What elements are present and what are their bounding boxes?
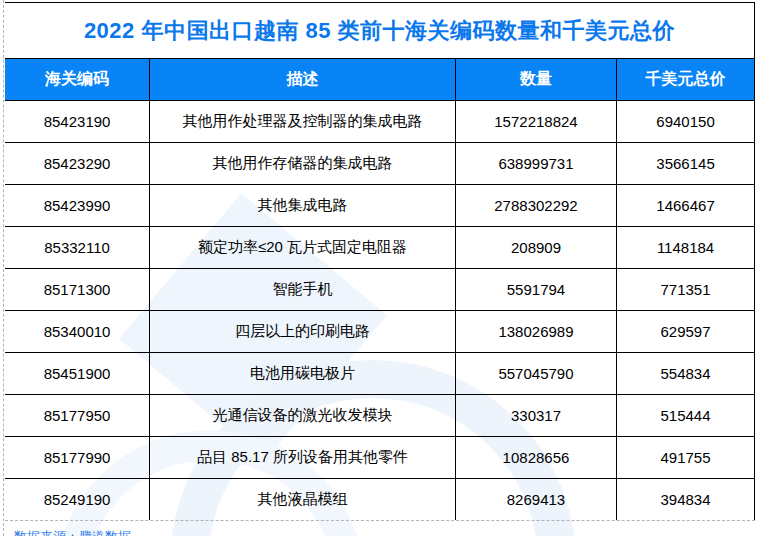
cell-total-price: 6940150: [617, 101, 755, 143]
cell-total-price: 554834: [617, 353, 755, 395]
page-break-dashed-line: [5, 520, 755, 521]
col-header-hs-code: 海关编码: [5, 59, 150, 101]
cell-hs-code: 85171300: [5, 269, 150, 311]
cell-total-price: 629597: [617, 311, 755, 353]
table-row: 85249190其他液晶模组8269413394834: [5, 479, 755, 521]
cell-quantity: 2788302292: [455, 185, 616, 227]
cell-description: 品目 85.17 所列设备用其他零件: [150, 437, 456, 479]
col-header-description: 描述: [150, 59, 456, 101]
cell-description: 其他液晶模组: [150, 479, 456, 521]
table-row: 85423290其他用作存储器的集成电路6389997313566145: [5, 143, 755, 185]
table-row: 85332110额定功率≤20 瓦片式固定电阻器2089091148184: [5, 227, 755, 269]
report-table-container: 2022 年中国出口越南 85 类前十海关编码数量和千美元总价 海关编码 描述 …: [5, 2, 755, 536]
cell-description: 其他集成电路: [150, 185, 456, 227]
cell-quantity: 638999731: [455, 143, 616, 185]
page: 2022 年中国出口越南 85 类前十海关编码数量和千美元总价 海关编码 描述 …: [0, 0, 766, 536]
cell-quantity: 8269413: [455, 479, 616, 521]
cell-total-price: 1148184: [617, 227, 755, 269]
table-row: 85451900电池用碳电极片557045790554834: [5, 353, 755, 395]
cell-hs-code: 85423990: [5, 185, 150, 227]
table-row: 85177950光通信设备的激光收发模块330317515444: [5, 395, 755, 437]
cell-description: 四层以上的印刷电路: [150, 311, 456, 353]
table-title: 2022 年中国出口越南 85 类前十海关编码数量和千美元总价: [5, 2, 755, 58]
cell-description: 智能手机: [150, 269, 456, 311]
cell-hs-code: 85249190: [5, 479, 150, 521]
cell-quantity: 138026989: [455, 311, 616, 353]
table-row: 85423990其他集成电路27883022921466467: [5, 185, 755, 227]
cell-hs-code: 85177990: [5, 437, 150, 479]
col-header-total-price: 千美元总价: [617, 59, 755, 101]
cell-total-price: 394834: [617, 479, 755, 521]
table-body: 85423190其他用作处理器及控制器的集成电路1572218824694015…: [5, 101, 755, 521]
cell-total-price: 1466467: [617, 185, 755, 227]
cell-total-price: 771351: [617, 269, 755, 311]
cell-description: 额定功率≤20 瓦片式固定电阻器: [150, 227, 456, 269]
table-row: 85423190其他用作处理器及控制器的集成电路1572218824694015…: [5, 101, 755, 143]
cell-hs-code: 85423190: [5, 101, 150, 143]
cell-description: 电池用碳电极片: [150, 353, 456, 395]
cell-quantity: 5591794: [455, 269, 616, 311]
cell-hs-code: 85332110: [5, 227, 150, 269]
cell-quantity: 557045790: [455, 353, 616, 395]
cell-quantity: 330317: [455, 395, 616, 437]
table-row: 85171300智能手机5591794771351: [5, 269, 755, 311]
cell-description: 其他用作处理器及控制器的集成电路: [150, 101, 456, 143]
table-row: 85340010四层以上的印刷电路138026989629597: [5, 311, 755, 353]
table-row: 85177990品目 85.17 所列设备用其他零件10828656491755: [5, 437, 755, 479]
cell-total-price: 3566145: [617, 143, 755, 185]
page-margin-dashed-line: [3, 0, 4, 536]
cell-quantity: 10828656: [455, 437, 616, 479]
cell-hs-code: 85177950: [5, 395, 150, 437]
header-row: 海关编码 描述 数量 千美元总价: [5, 59, 755, 101]
cell-description: 光通信设备的激光收发模块: [150, 395, 456, 437]
cell-hs-code: 85340010: [5, 311, 150, 353]
cell-hs-code: 85423290: [5, 143, 150, 185]
customs-data-table: 海关编码 描述 数量 千美元总价 85423190其他用作处理器及控制器的集成电…: [5, 58, 755, 520]
cell-total-price: 491755: [617, 437, 755, 479]
cell-description: 其他用作存储器的集成电路: [150, 143, 456, 185]
col-header-quantity: 数量: [455, 59, 616, 101]
cell-total-price: 515444: [617, 395, 755, 437]
cell-hs-code: 85451900: [5, 353, 150, 395]
cell-quantity: 1572218824: [455, 101, 616, 143]
cell-quantity: 208909: [455, 227, 616, 269]
data-source-note: 数据来源：腾道数据: [5, 528, 755, 536]
